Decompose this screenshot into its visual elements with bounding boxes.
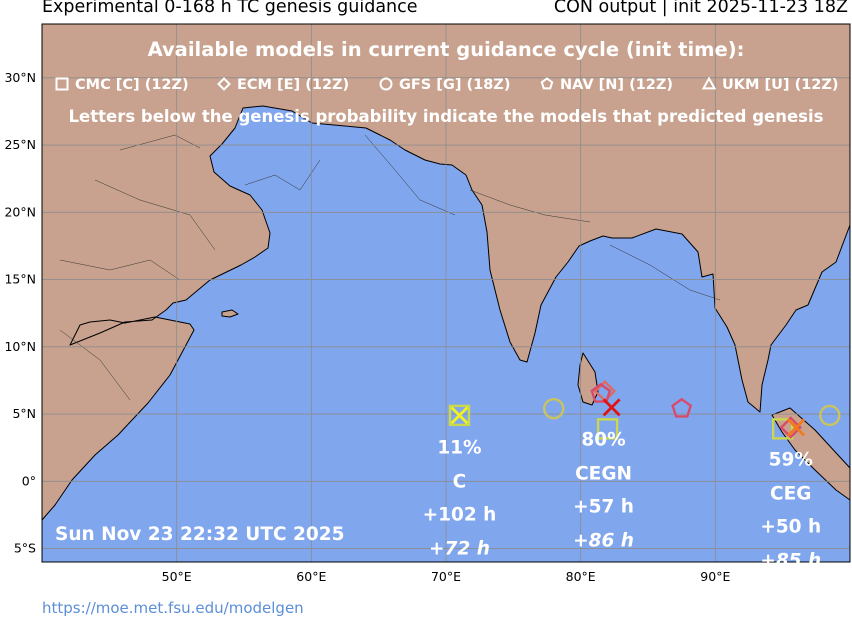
lead-time-italic: +72 h: [429, 538, 490, 559]
genesis-centroid-x: [450, 406, 469, 425]
lead-time-italic: +85 h: [760, 551, 821, 572]
map-frame: [41, 23, 851, 563]
model-square-marker: [448, 404, 471, 427]
gridlines: [42, 24, 850, 562]
map-title: Experimental 0-168 h TC genesis guidance: [42, 0, 418, 17]
lat-tick-label: 0°: [22, 473, 36, 488]
lat-tick-label: 25°N: [4, 137, 36, 152]
diamond-legend-icon: [217, 77, 231, 91]
triangle-legend-icon: [701, 76, 717, 90]
lon-tick-label: 80°E: [566, 569, 596, 584]
genesis-probability: 11%: [437, 437, 481, 458]
model-circle-marker: [819, 404, 841, 427]
model-square-marker: [771, 418, 794, 440]
timestamp: Sun Nov 23 22:32 UTC 2025: [55, 524, 344, 545]
lat-tick-label: 15°N: [4, 272, 36, 287]
model-legend: CMC [C] (12Z) ECM [E] (12Z) GFS [G] (18Z) N…: [55, 76, 839, 93]
model-pentagon-marker: [671, 397, 693, 418]
legend-item-label: ECM [E] (12Z): [237, 77, 349, 93]
west-landmass: [41, 23, 851, 521]
circle-legend-icon: [379, 77, 393, 91]
lead-time: +50 h: [760, 517, 821, 538]
source-url[interactable]: https://moe.met.fsu.edu/modelgen: [42, 599, 304, 617]
pentagon-legend-icon: [540, 77, 554, 90]
lon-tick-label: 60°E: [296, 569, 326, 584]
header-line1: Available models in current guidance cyc…: [148, 38, 745, 61]
header-overlay: Available models in current guidance cyc…: [55, 38, 839, 126]
lead-time-italic: +86 h: [573, 530, 634, 551]
lead-time: +102 h: [423, 504, 497, 525]
legend-item-label: UKM [U] (12Z): [722, 77, 839, 93]
init-time-label: CON output | init 2025-11-23 18Z: [553, 0, 848, 17]
model-square-marker: [596, 418, 619, 440]
legend-item-label: NAV [N] (12Z): [560, 77, 673, 93]
header-line3: Letters below the genesis probability in…: [69, 107, 824, 126]
lat-tick-label: 20°N: [4, 204, 36, 219]
model-circle-marker: [543, 397, 565, 420]
genesis-centroid-x: [602, 398, 621, 417]
genesis-probability: 80%: [581, 429, 625, 450]
model-pentagon-marker: [590, 382, 612, 403]
model-letters: CEG: [770, 484, 811, 505]
legend-item-label: CMC [C] (12Z): [75, 77, 189, 93]
genesis-centroid-x: [787, 418, 806, 437]
lat-tick-label: 10°N: [4, 339, 36, 354]
lon-tick-label: 50°E: [162, 569, 192, 584]
model-letters: CEGN: [575, 463, 632, 484]
model-diamond-marker: [779, 416, 802, 439]
lat-tick-label: 30°N: [4, 70, 36, 85]
tick-labels: 50°E 60°E 70°E 80°E 90°E 30°N 25°N 20°N 15°N 10°N…: [4, 70, 730, 584]
model-letters: C: [453, 471, 467, 492]
system-labels: 11% C +102 h +72 h 80% CEGN +57 h +86 h 59% CEG +5…: [423, 429, 822, 571]
model-markers: [448, 379, 841, 440]
legend-item-label: GFS [G] (18Z): [399, 77, 510, 93]
lon-tick-label: 70°E: [431, 569, 461, 584]
lat-tick-label: 5°N: [12, 406, 36, 421]
square-legend-icon: [55, 77, 69, 91]
genesis-probability: 59%: [769, 450, 813, 471]
lead-time: +57 h: [573, 496, 634, 517]
socotra: [221, 309, 239, 318]
lat-tick-label: 5°S: [14, 541, 36, 556]
lon-tick-label: 90°E: [700, 569, 730, 584]
